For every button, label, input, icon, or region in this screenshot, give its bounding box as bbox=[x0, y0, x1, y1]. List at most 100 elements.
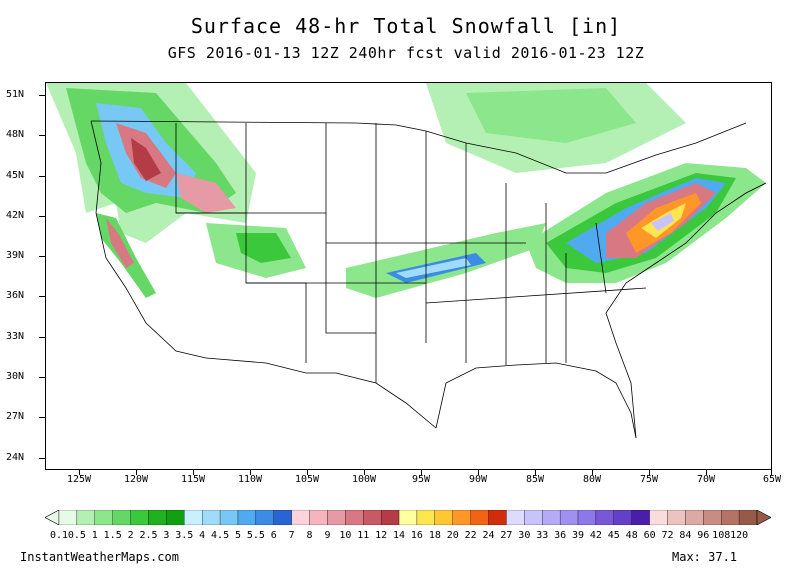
colorbar-swatch bbox=[595, 510, 614, 525]
colorbar-arrow-left bbox=[45, 510, 60, 525]
colorbar-swatch bbox=[613, 510, 632, 525]
colorbar-swatch bbox=[148, 510, 167, 525]
colorbar-swatch bbox=[309, 510, 328, 525]
colorbar-label: 33 bbox=[536, 530, 549, 541]
lon-label: 115W bbox=[180, 474, 206, 485]
lon-label: 100W bbox=[351, 474, 377, 485]
boundaries bbox=[90, 120, 767, 439]
colorbar-label: 96 bbox=[697, 530, 710, 541]
colorbar-swatch bbox=[94, 510, 113, 525]
colorbar-swatch bbox=[398, 510, 418, 525]
colorbar-label: 1.5 bbox=[103, 530, 122, 541]
max-value: Max: 37.1 bbox=[672, 550, 738, 564]
colorbar-swatch bbox=[202, 510, 221, 525]
colorbar-label: 39 bbox=[571, 530, 585, 541]
colorbar-label: 20 bbox=[446, 530, 459, 541]
colorbar-label: 8 bbox=[306, 530, 313, 541]
lon-label: 80W bbox=[582, 474, 602, 485]
snow-canada bbox=[426, 83, 686, 173]
map-canvas bbox=[46, 83, 767, 439]
colorbar-label: 11 bbox=[357, 530, 370, 541]
lon-label: 120W bbox=[123, 474, 149, 485]
colorbar-label: 7 bbox=[288, 530, 295, 541]
lat-tick bbox=[39, 256, 45, 257]
colorbar-label: 4.5 bbox=[211, 530, 230, 541]
colorbar-label: 42 bbox=[589, 530, 602, 541]
lat-tick bbox=[39, 95, 45, 96]
lon-tick bbox=[478, 470, 479, 475]
colorbar-label: 14 bbox=[393, 530, 406, 541]
lat-label: 36N bbox=[6, 290, 25, 301]
lon-label: 110W bbox=[237, 474, 263, 485]
lon-tick bbox=[193, 470, 194, 475]
colorbar-swatch bbox=[363, 510, 382, 525]
lon-tick bbox=[307, 470, 308, 475]
colorbar-swatch bbox=[559, 510, 579, 525]
colorbar-swatch bbox=[416, 510, 435, 525]
lat-label: 48N bbox=[6, 129, 25, 140]
colorbar-arrow-right bbox=[756, 510, 771, 525]
lat-label: 33N bbox=[6, 331, 25, 342]
lon-label: 95W bbox=[411, 474, 431, 485]
lat-tick bbox=[39, 216, 45, 217]
source-credit: InstantWeatherMaps.com bbox=[20, 550, 179, 564]
colorbar-swatch bbox=[649, 510, 668, 525]
colorbar-swatch bbox=[219, 510, 239, 525]
colorbar-swatch bbox=[667, 510, 686, 525]
lon-label: 65W bbox=[762, 474, 782, 485]
colorbar-label: 10 bbox=[339, 530, 352, 541]
snowfall-map bbox=[45, 82, 772, 470]
colorbar-label: 45 bbox=[607, 530, 620, 541]
colorbar-label: 3 bbox=[163, 530, 170, 541]
lon-tick bbox=[136, 470, 137, 475]
colorbar-swatch bbox=[685, 510, 704, 525]
colorbar-swatch bbox=[703, 510, 722, 525]
colorbar-label: 9 bbox=[324, 530, 331, 541]
lat-label: 42N bbox=[6, 210, 25, 221]
map-subtitle: GFS 2016-01-13 12Z 240hr fcst valid 2016… bbox=[167, 44, 645, 62]
lat-label: 30N bbox=[6, 371, 25, 382]
lat-label: 45N bbox=[6, 170, 25, 181]
lat-tick bbox=[39, 458, 45, 459]
colorbar-swatch bbox=[434, 510, 453, 525]
colorbar-label: 18 bbox=[428, 530, 441, 541]
colorbar-swatch bbox=[130, 510, 149, 525]
colorbar-swatch bbox=[58, 510, 78, 525]
lat-label: 24N bbox=[6, 452, 25, 463]
colorbar-label: 60 bbox=[643, 530, 656, 541]
colorbar-label: 72 bbox=[661, 530, 674, 541]
colorbar-label: 16 bbox=[410, 530, 423, 541]
lon-label: 125W bbox=[66, 474, 92, 485]
lat-tick bbox=[39, 135, 45, 136]
colorbar-swatch bbox=[327, 510, 346, 525]
snow-west bbox=[46, 83, 256, 298]
lat-label: 27N bbox=[6, 411, 25, 422]
lat-label: 51N bbox=[6, 89, 25, 100]
lat-tick bbox=[39, 337, 45, 338]
lon-tick bbox=[535, 470, 536, 475]
colorbar-label: 4 bbox=[199, 530, 206, 541]
lon-label: 105W bbox=[294, 474, 320, 485]
colorbar-label: 48 bbox=[625, 530, 638, 541]
colorbar-swatch bbox=[273, 510, 292, 525]
colorbar-swatch bbox=[488, 510, 507, 525]
colorbar-label: 22 bbox=[464, 530, 477, 541]
colorbar-label: 120 bbox=[730, 530, 749, 541]
colorbar bbox=[45, 510, 771, 525]
colorbar-label: 24 bbox=[482, 530, 495, 541]
colorbar-label: 0.1 bbox=[49, 530, 69, 541]
map-title: Surface 48-hr Total Snowfall [in] bbox=[190, 14, 622, 38]
snow-east-coast bbox=[526, 163, 766, 283]
colorbar-label: 27 bbox=[500, 530, 513, 541]
lon-tick bbox=[706, 470, 707, 475]
lon-label: 90W bbox=[468, 474, 488, 485]
colorbar-swatch bbox=[542, 510, 561, 525]
colorbar-label: 5 bbox=[234, 530, 241, 541]
colorbar-label: 1 bbox=[91, 530, 98, 541]
colorbar-swatch bbox=[524, 510, 543, 525]
colorbar-label: 108 bbox=[712, 530, 731, 541]
colorbar-swatch bbox=[721, 510, 740, 525]
lon-tick bbox=[421, 470, 422, 475]
colorbar-swatch bbox=[166, 510, 185, 525]
lat-tick bbox=[39, 377, 45, 378]
